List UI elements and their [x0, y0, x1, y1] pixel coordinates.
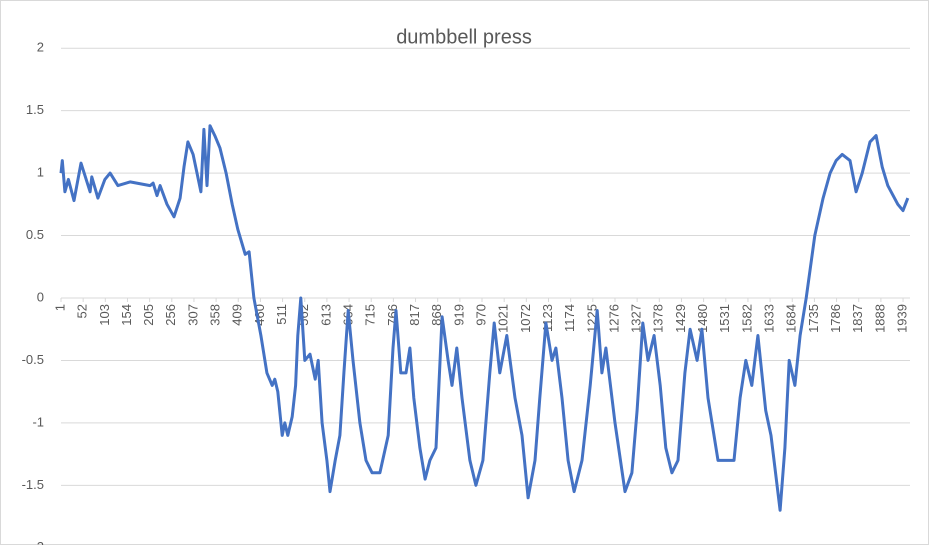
- x-tick-label: 1072: [518, 304, 533, 333]
- y-tick-label: -0.5: [22, 352, 44, 367]
- data-line: [59, 124, 910, 512]
- x-tick-label: 1: [52, 304, 67, 311]
- x-tick-label: 1939: [894, 304, 909, 333]
- x-tick-label: 307: [185, 304, 200, 326]
- x-tick-label: 1531: [717, 304, 732, 333]
- x-tick-label: 409: [230, 304, 245, 326]
- x-tick-label: 1174: [562, 304, 577, 332]
- x-tick-label: 1888: [872, 304, 887, 333]
- x-tick-label: 358: [208, 304, 223, 326]
- x-tick-label: 256: [163, 304, 178, 326]
- x-tick-label: 613: [318, 304, 333, 326]
- x-tick-label: 511: [274, 304, 289, 325]
- x-tick-label: 1123: [540, 304, 555, 332]
- y-tick-label: 2: [37, 40, 44, 55]
- x-tick-label: 715: [363, 304, 378, 326]
- x-tick-label: 205: [141, 304, 156, 326]
- x-tick-label: 817: [407, 304, 422, 326]
- x-tick-label: 103: [97, 304, 112, 326]
- x-tick-label: 1684: [784, 304, 799, 333]
- x-tick-label: 154: [119, 304, 134, 326]
- x-tick-label: 1735: [806, 304, 821, 333]
- y-tick-label: 0.5: [26, 227, 44, 242]
- x-tick-label: 1378: [651, 304, 666, 333]
- x-tick-label: 1786: [828, 304, 843, 333]
- x-tick-label: 1480: [695, 304, 710, 333]
- x-tick-label: 1276: [606, 304, 621, 333]
- y-tick-label: -1: [32, 414, 44, 429]
- x-tick-label: 52: [75, 304, 90, 318]
- x-tick-label: 1582: [739, 304, 754, 333]
- y-tick-label: -1.5: [22, 477, 44, 492]
- x-tick-label: 1429: [673, 304, 688, 333]
- x-tick-label: 868: [429, 304, 444, 326]
- x-tick-label: 1327: [629, 304, 644, 333]
- x-tick-label: 1837: [850, 304, 865, 333]
- y-tick-label: -2: [32, 539, 44, 545]
- y-tick-label: 1.5: [26, 102, 44, 117]
- chart-title: dumbbell press: [396, 26, 532, 48]
- x-tick-label: 970: [473, 304, 488, 326]
- x-tick-label: 1633: [762, 304, 777, 333]
- y-tick-label: 0: [37, 289, 44, 304]
- x-tick-label: 1021: [496, 304, 511, 333]
- y-tick-label: 1: [37, 165, 44, 180]
- x-tick-label: 919: [451, 304, 466, 326]
